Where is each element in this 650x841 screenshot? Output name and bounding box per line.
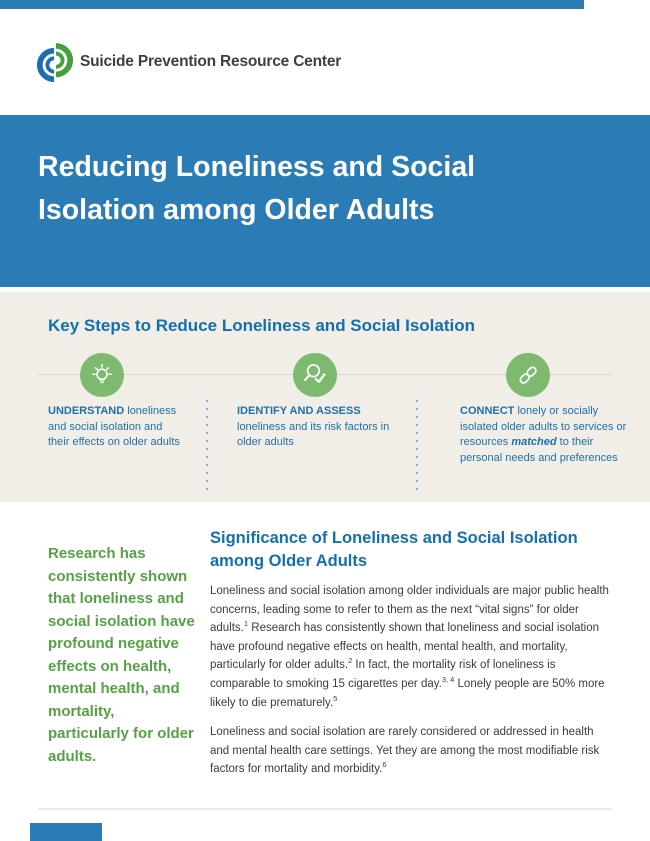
identify-body: loneliness and its risk factors in older… xyxy=(237,420,390,449)
connect-step-text: CONNECT lonely or socially isolated olde… xyxy=(460,404,630,466)
understand-step-text: UNDERSTAND loneliness and social isolati… xyxy=(48,404,182,451)
connect-step-badge xyxy=(506,353,550,397)
connect-body-before: lonely or socially isolated older adults… xyxy=(460,405,627,448)
connect-lead: CONNECT xyxy=(460,405,515,417)
understand-body: loneliness and social isolation and thei… xyxy=(48,405,180,448)
sprc-logo-icon xyxy=(37,43,73,83)
brand-title: Suicide Prevention Resource Center xyxy=(80,53,342,70)
magnifier-check-icon xyxy=(303,364,326,384)
footer-accent-bar xyxy=(30,823,102,841)
connect-body-after: to their personal needs and preferences xyxy=(460,436,618,464)
identify-step-badge xyxy=(293,353,337,397)
chain-link-icon xyxy=(519,366,537,384)
significance-paragraph-1: Loneliness and social isolation among ol… xyxy=(210,585,609,709)
footnote-ref: 5 xyxy=(333,693,338,703)
significance-paragraph-2: Loneliness and social isolation are rare… xyxy=(210,726,600,776)
footnote-ref: 2 xyxy=(348,656,353,666)
footer-divider xyxy=(38,808,612,810)
top-accent-bar xyxy=(0,0,584,9)
footnote-ref: 3, 4 xyxy=(441,675,455,685)
title-banner: Reducing Loneliness and Social Isolation… xyxy=(0,115,650,287)
footnote-ref: 1 xyxy=(243,619,249,629)
significance-heading: Significance of Loneliness and Social Is… xyxy=(210,529,578,570)
significance-article: Significance of Loneliness and Social Is… xyxy=(210,527,614,790)
key-steps-heading: Key Steps to Reduce Loneliness and Socia… xyxy=(48,316,475,335)
lightbulb-icon xyxy=(91,363,113,384)
step-divider xyxy=(416,400,418,492)
understand-lead: UNDERSTAND xyxy=(48,405,125,417)
step-divider xyxy=(206,400,208,492)
key-steps-section: Key Steps to Reduce Loneliness and Socia… xyxy=(0,292,650,502)
identify-lead: IDENTIFY AND ASSESS xyxy=(237,405,361,417)
pull-quote: Research has consistently shown that lon… xyxy=(48,545,195,765)
identify-step-text: IDENTIFY AND ASSESS loneliness and its r… xyxy=(237,404,400,451)
footnote-ref: 6 xyxy=(382,760,387,770)
page-title: Reducing Loneliness and Social Isolation… xyxy=(38,151,476,226)
connect-emphasis: matched xyxy=(511,436,557,448)
understand-step-badge xyxy=(80,353,124,397)
